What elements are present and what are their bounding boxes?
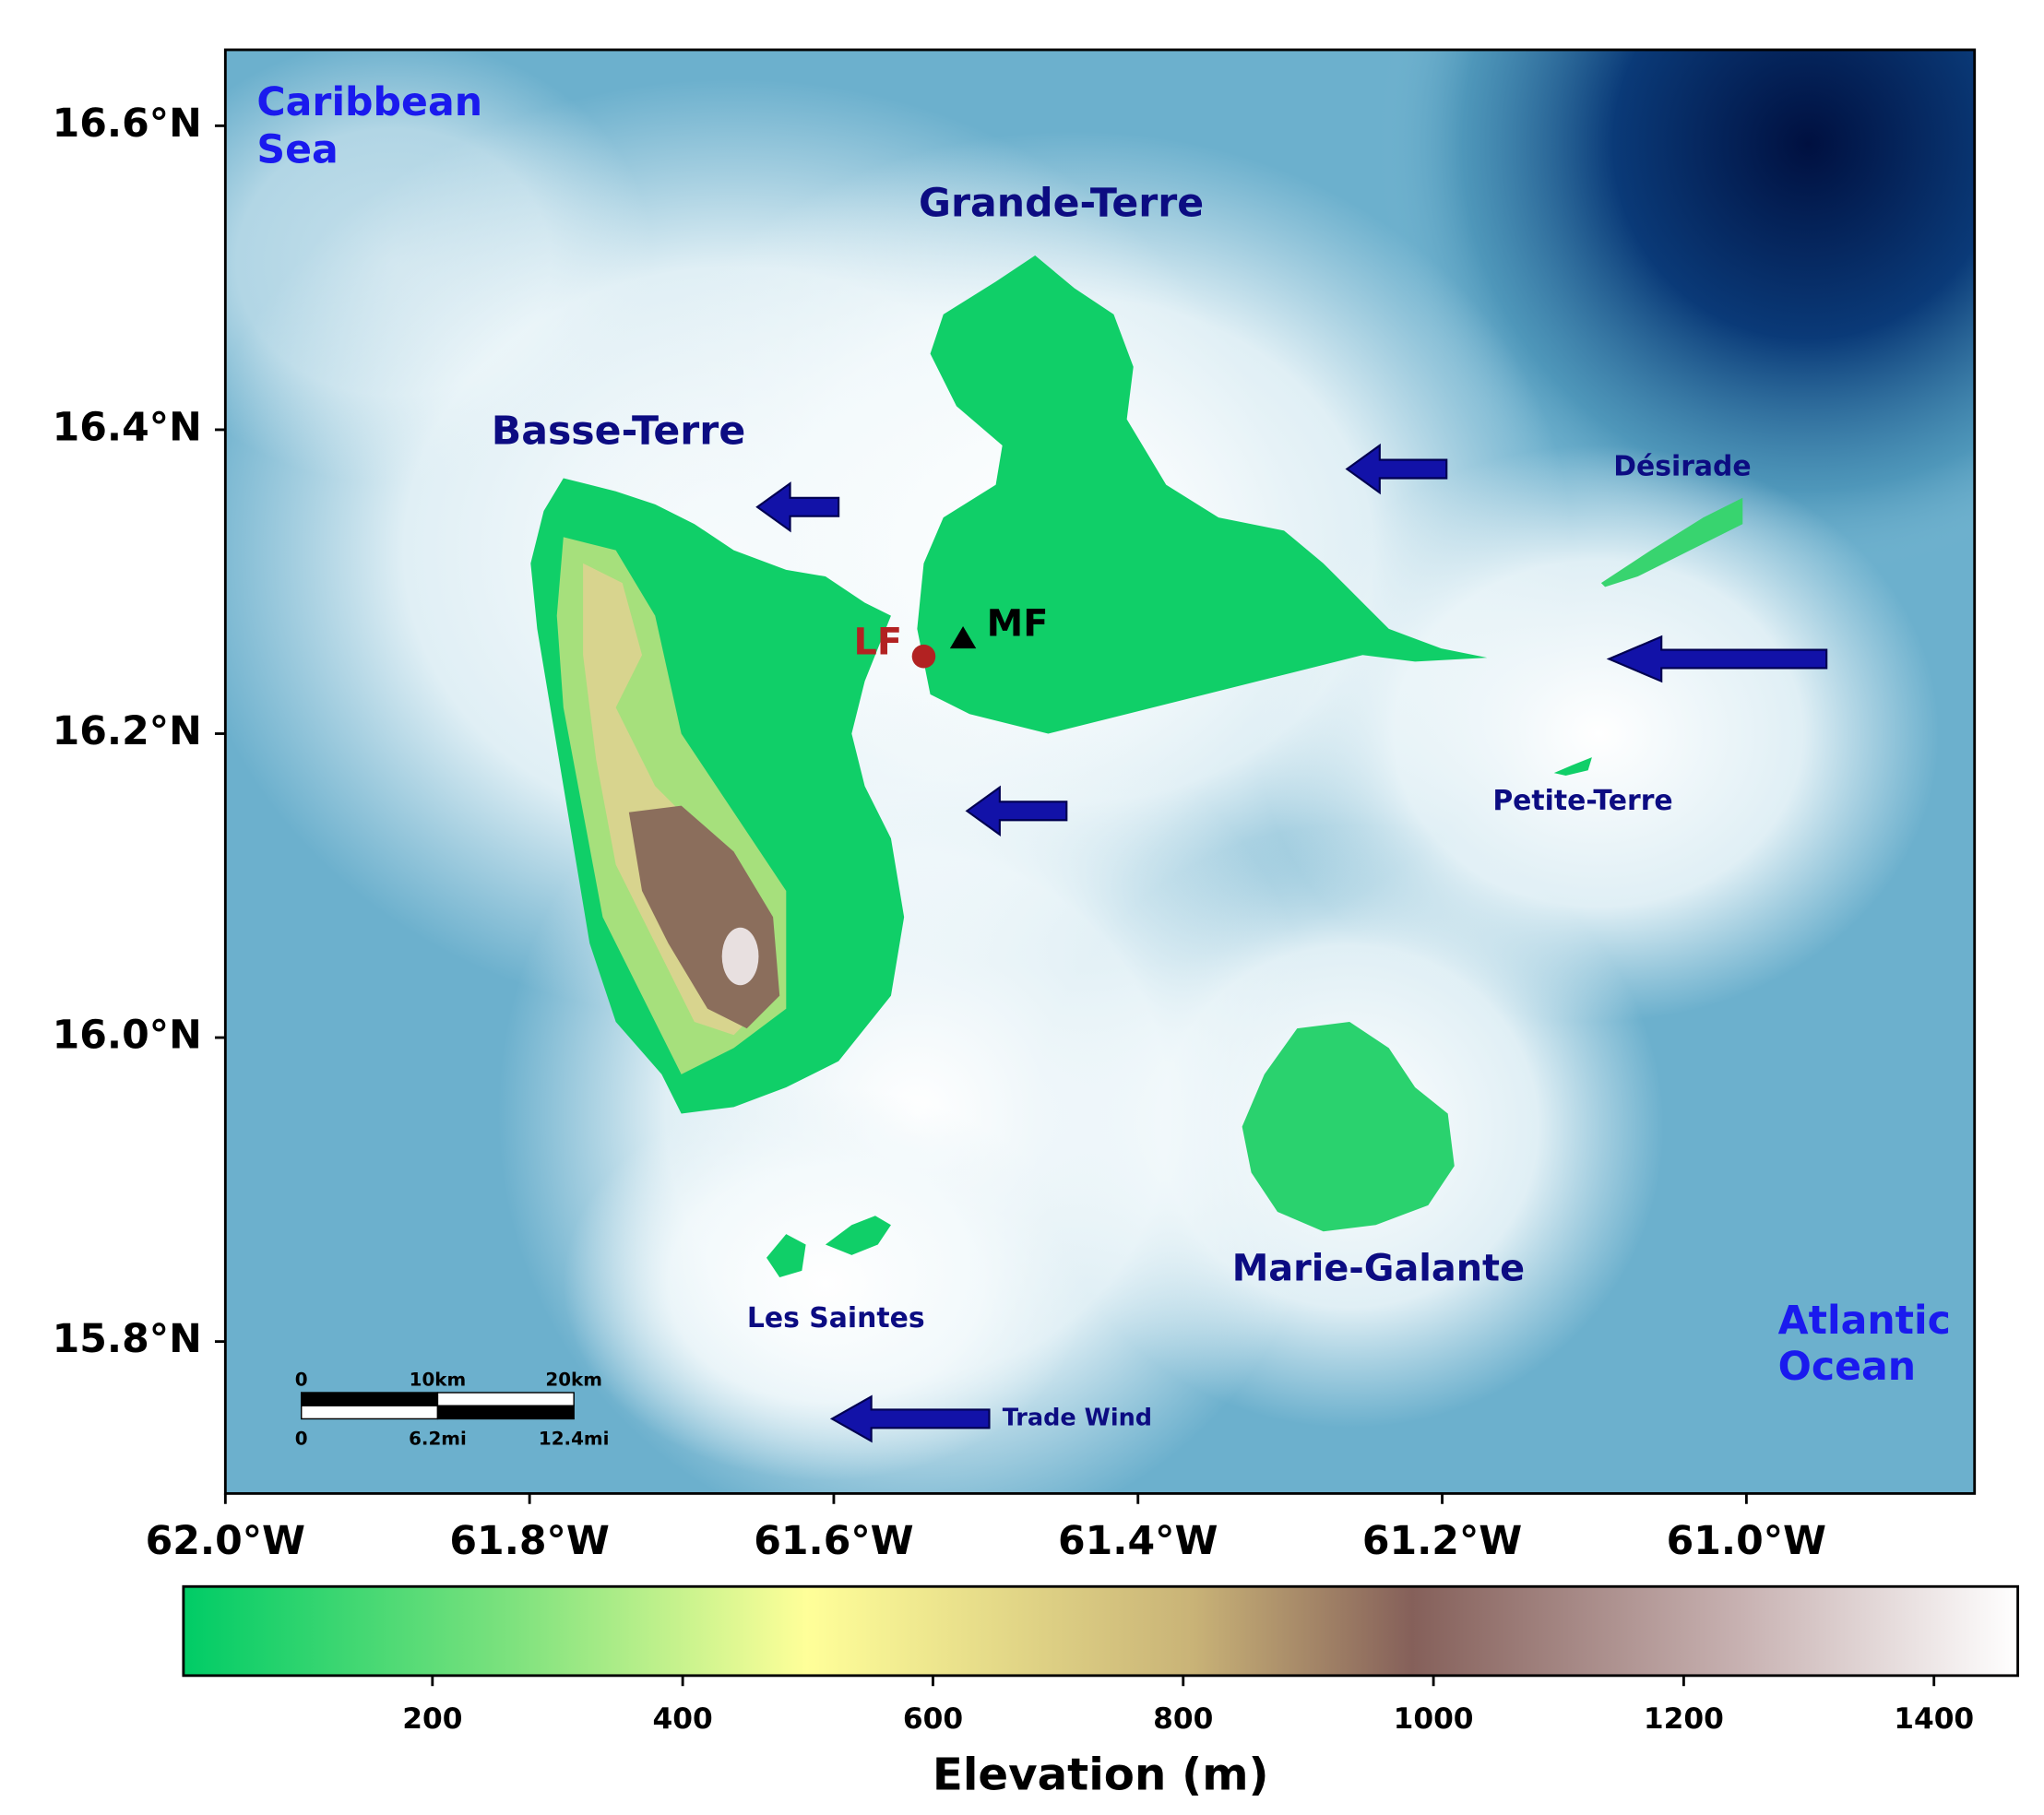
y-tick-label: 16.4°N [53,404,202,450]
wind-arrow [829,1394,991,1443]
x-tick-label: 61.0°W [1667,1518,1826,1564]
region-label: Atlantic [1778,1298,1951,1344]
wind-arrow [965,785,1068,836]
x-tick-label: 61.8°W [449,1518,609,1564]
wind-arrows [755,443,1828,1443]
wind-arrow [755,481,840,533]
island-label: Marie-Galante [1232,1247,1525,1289]
island-label: Grande-Terre [919,181,1204,227]
x-tick-label: 62.0°W [146,1518,305,1564]
region-label: Caribbean [256,79,482,125]
scale-label: 20km [545,1370,602,1391]
scale-bar: 0 10km 20km 0 6.2mi 12.4mi [295,1370,610,1450]
scale-label: 0 [295,1370,308,1391]
islands [530,255,1743,1278]
scale-label: 6.2mi [409,1429,467,1450]
colorbar-tick-label: 1200 [1644,1702,1724,1736]
colorbar-tick-label: 400 [653,1702,713,1736]
colorbar-tick-label: 200 [402,1702,462,1736]
colorbar [182,1584,2020,1678]
station-lf-marker [911,644,936,669]
colorbar-tick-label: 1400 [1894,1702,1974,1736]
island-label: Désirade [1613,451,1751,483]
colorbar-label: Elevation (m) [933,1750,1269,1801]
x-tick-label: 61.4°W [1058,1518,1218,1564]
scale-label: 12.4mi [539,1429,610,1450]
wind-arrow [1345,443,1448,495]
region-label: Ocean [1778,1344,1916,1390]
y-tick-label: 16.0°N [53,1013,202,1059]
y-tick-label: 16.6°N [53,101,202,147]
scale-label: 0 [295,1429,308,1450]
y-tick-label: 15.8°N [53,1316,202,1362]
colorbar-tick-label: 800 [1153,1702,1213,1736]
scale-label: 10km [410,1370,467,1391]
island-label: Basse-Terre [492,409,746,455]
axes-frame [223,48,1977,1495]
colorbar-tick-label: 1000 [1394,1702,1474,1736]
colorbar-tick-label: 600 [903,1702,963,1736]
wind-arrow [1606,635,1828,683]
x-tick-label: 61.6°W [754,1518,913,1564]
island-label: Les Saintes [747,1302,925,1335]
station-label: MF [987,603,1049,646]
x-tick-label: 61.2°W [1362,1518,1522,1564]
region-label: Sea [256,126,338,172]
wind-label: Trade Wind [1003,1404,1152,1431]
station-mf-marker [949,626,977,649]
y-tick-label: 16.2°N [53,708,202,754]
island-label: Petite-Terre [1492,785,1672,817]
sea-background [225,49,1975,1494]
station-label: LF [853,621,902,663]
